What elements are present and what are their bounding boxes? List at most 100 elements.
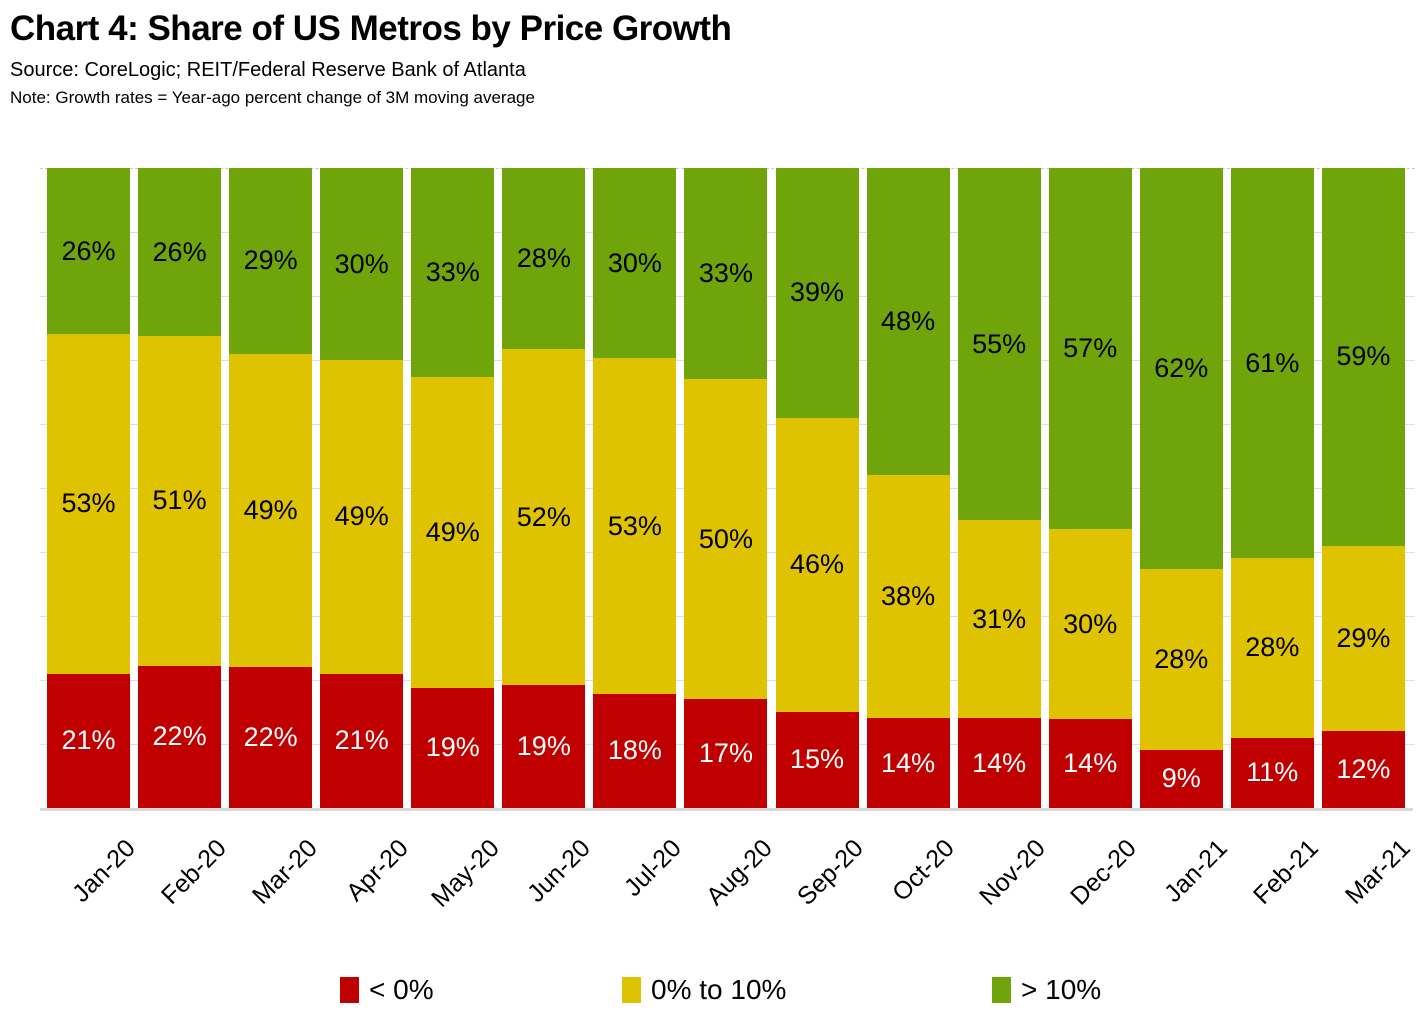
segment-Mar-20-series-1: 49% [229,353,313,668]
legend-item-1: 0% to 10% [622,974,786,1006]
data-label: 49% [334,501,389,532]
data-label: 28% [1154,643,1209,674]
bar-Jul-20: 30% 53% 18% [593,168,677,808]
data-label: 18% [607,735,662,766]
segment-Jun-20-series-0: 19% [502,685,586,808]
segment-May-20-series-2: 33% [411,168,495,378]
segment-Apr-20-series-0: 21% [320,673,404,808]
segment-Feb-20-series-0: 22% [138,665,222,808]
segment-Jan-21-series-0: 9% [1139,749,1223,808]
data-label: 48% [881,306,936,337]
chart-header: Chart 4: Share of US Metros by Price Gro… [10,8,1410,108]
data-label: 50% [698,523,753,554]
data-label: 52% [516,501,571,532]
data-label: 14% [972,747,1027,778]
bars-container: 26% 53% 21% 26% 51% 22% 29% 49% 22% 30% 49% 21% 33% 4… [47,168,1405,808]
segment-Mar-20-series-0: 22% [229,667,313,808]
segment-Dec-20-series-0: 14% [1048,719,1132,808]
segment-Nov-20-series-1: 31% [957,520,1041,719]
data-label: 33% [425,257,480,288]
data-label: 26% [152,236,207,267]
data-label: 59% [1336,341,1391,372]
data-label: 57% [1063,333,1118,364]
data-label: 17% [698,738,753,769]
segment-Mar-20-series-2: 29% [229,168,313,354]
segment-Sep-20-series-2: 39% [775,168,859,418]
chart-title: Chart 4: Share of US Metros by Price Gro… [10,9,732,48]
data-label: 30% [607,247,662,278]
chart-note: Note: Growth rates = Year-ago percent ch… [10,88,535,107]
segment-Sep-20-series-0: 15% [775,711,859,808]
segment-Oct-20-series-2: 48% [866,168,950,476]
bar-Jun-20: 28% 52% 19% [502,168,586,808]
segment-Mar-21-series-2: 59% [1321,168,1405,546]
segment-Nov-20-series-2: 55% [957,168,1041,520]
segment-Jun-20-series-1: 52% [502,349,586,686]
segment-Jan-21-series-2: 62% [1139,168,1223,569]
data-label: 38% [881,581,936,612]
data-label: 51% [152,485,207,516]
data-label: 30% [334,248,389,279]
segment-May-20-series-0: 19% [411,687,495,808]
data-label: 28% [1245,632,1300,663]
segment-Feb-20-series-1: 51% [138,336,222,666]
segment-Jul-20-series-0: 18% [593,693,677,808]
bar-Aug-20: 33% 50% 17% [684,168,768,808]
segment-Jan-21-series-1: 28% [1139,568,1223,750]
chart-source: Source: CoreLogic; REIT/Federal Reserve … [10,59,526,81]
legend-label: < 0% [369,974,434,1005]
segment-Jan-20-series-0: 21% [47,673,130,808]
data-label: 29% [1336,622,1391,653]
bar-Feb-20: 26% 51% 22% [138,168,222,808]
bar-Oct-20: 48% 38% 14% [866,168,950,808]
data-label: 49% [425,516,480,547]
segment-Aug-20-series-1: 50% [684,379,768,700]
data-label: 21% [334,725,389,756]
x-axis-line [40,808,1413,811]
segment-Jan-20-series-2: 26% [47,168,130,335]
data-label: 53% [607,510,662,541]
data-label: 49% [243,494,298,525]
data-label: 15% [789,744,845,775]
data-label: 33% [698,258,753,289]
bar-Mar-21: 59% 29% 12% [1321,168,1405,808]
segment-Apr-20-series-2: 30% [320,168,404,360]
data-label: 22% [152,721,207,752]
bar-Jan-21: 62% 28% 9% [1139,168,1223,808]
segment-Feb-21-series-2: 61% [1230,168,1314,559]
data-label: 55% [972,328,1027,359]
legend-swatch-icon [340,977,359,1003]
bar-Feb-21: 61% 28% 11% [1230,168,1314,808]
legend: < 0% 0% to 10% > 10% [0,970,1423,1014]
data-label: 53% [61,488,116,519]
bar-Apr-20: 30% 49% 21% [320,168,404,808]
segment-Aug-20-series-0: 17% [684,699,768,808]
data-label: 22% [243,722,298,753]
data-label: 29% [243,245,298,276]
plot-area: 26% 53% 21% 26% 51% 22% 29% 49% 22% 30% 49% 21% 33% 4… [40,168,1415,808]
segment-Mar-21-series-1: 29% [1321,545,1405,732]
bar-Sep-20: 39% 46% 15% [775,168,859,808]
bar-Jan-20: 26% 53% 21% [47,168,130,808]
legend-swatch-icon [622,977,641,1003]
data-label: 30% [1063,608,1118,639]
data-label: 31% [972,603,1027,634]
data-label: 62% [1154,352,1209,383]
data-label: 28% [516,243,571,273]
segment-Jul-20-series-1: 53% [593,358,677,694]
segment-Jul-20-series-2: 30% [593,168,677,359]
legend-label: 0% to 10% [651,974,787,1005]
data-label: 21% [61,725,116,756]
segment-Oct-20-series-1: 38% [866,475,950,719]
legend-label: > 10% [1021,974,1102,1005]
segment-Feb-20-series-2: 26% [138,168,222,337]
data-label: 39% [789,277,845,308]
segment-Jan-20-series-1: 53% [47,334,130,674]
data-label: 9% [1161,763,1201,794]
bar-Nov-20: 55% 31% 14% [957,168,1041,808]
legend-item-2: > 10% [992,974,1101,1006]
bar-May-20: 33% 49% 19% [411,168,495,808]
segment-Aug-20-series-2: 33% [684,168,768,380]
segment-May-20-series-1: 49% [411,377,495,688]
